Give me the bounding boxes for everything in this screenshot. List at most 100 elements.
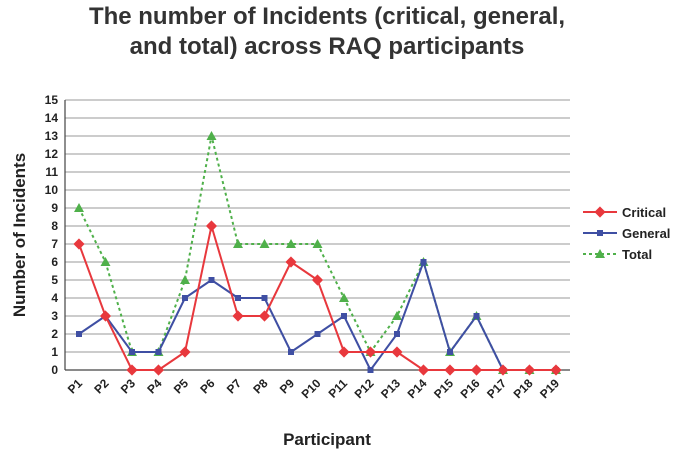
x-tick-label-p13: P13 [378, 376, 403, 401]
y-tick-label-12: 12 [45, 147, 59, 161]
x-tick-label-p14: P14 [405, 376, 430, 401]
point-critical-p4 [152, 364, 165, 376]
y-tick-label-15: 15 [45, 93, 59, 107]
point-total-p7 [233, 239, 243, 248]
y-tick-label-11: 11 [45, 165, 58, 179]
point-general-p16 [473, 313, 480, 319]
legend: Critical General Total [583, 205, 670, 262]
x-tick-label-p7: P7 [224, 376, 245, 397]
point-critical-p6 [205, 220, 218, 232]
x-tick-label-p8: P8 [250, 376, 271, 397]
y-tick-label-1: 1 [51, 345, 58, 359]
point-total-p8 [259, 239, 270, 248]
point-general-p3 [129, 349, 135, 355]
point-general-p5 [182, 295, 188, 301]
legend-marker-general [597, 230, 603, 236]
point-total-p10 [312, 239, 323, 248]
x-tick-label-p19: P19 [537, 376, 562, 401]
point-general-p4 [155, 349, 162, 355]
gridlines [65, 99, 570, 371]
point-total-p11 [339, 293, 349, 302]
y-tick-label-4: 4 [51, 291, 58, 305]
legend-marker-total [595, 249, 605, 258]
x-tick-label-p18: P18 [511, 376, 536, 401]
point-general-p1 [76, 331, 82, 337]
legend-item-critical: Critical [583, 205, 666, 220]
x-tick-label-p10: P10 [299, 376, 324, 401]
point-total-p9 [286, 239, 296, 248]
series-critical [73, 220, 562, 376]
point-general-p14 [420, 259, 427, 265]
point-total-p13 [392, 311, 402, 320]
y-tick-label-9: 9 [51, 201, 58, 215]
legend-item-total: Total [583, 247, 652, 262]
x-tick-label-p15: P15 [431, 376, 456, 401]
point-critical-p2 [99, 310, 112, 322]
x-tick-label-p3: P3 [118, 376, 139, 397]
chart-title-line-1: The number of Incidents (critical, gener… [89, 3, 565, 30]
point-critical-p14 [417, 364, 430, 376]
chart-title-line-2: and total) across RAQ participants [130, 33, 525, 60]
point-general-p12 [367, 367, 374, 373]
x-tick-label-p5: P5 [171, 376, 192, 397]
point-critical-p18 [523, 364, 536, 376]
y-tick-label-5: 5 [51, 273, 58, 287]
y-tick-label-6: 6 [51, 255, 58, 269]
point-general-p7 [235, 295, 241, 301]
point-critical-p1 [73, 238, 85, 250]
point-critical-p5 [179, 346, 191, 358]
legend-label-critical: Critical [622, 205, 666, 220]
y-tick-label-14: 14 [45, 111, 59, 125]
x-tick-label-p17: P17 [484, 376, 509, 401]
x-tick-label-p6: P6 [197, 376, 218, 397]
point-general-p8 [261, 295, 268, 301]
x-tick-label-p2: P2 [91, 376, 112, 397]
point-general-p15 [447, 349, 453, 355]
point-total-p6 [206, 131, 217, 140]
point-critical-p13 [391, 346, 403, 358]
legend-label-total: Total [622, 247, 652, 262]
y-tick-label-7: 7 [51, 237, 58, 251]
y-tick-label-3: 3 [51, 309, 58, 323]
point-critical-p10 [311, 274, 324, 286]
x-tick-label-p1: P1 [65, 376, 86, 397]
y-tick-label-8: 8 [51, 219, 58, 233]
y-axis-title: Number of Incidents [10, 153, 29, 317]
series [73, 131, 562, 376]
point-critical-p12 [364, 346, 377, 358]
point-general-p13 [394, 331, 400, 337]
point-total-p5 [180, 275, 190, 284]
point-general-p9 [288, 349, 294, 355]
x-tick-label-p11: P11 [326, 376, 351, 401]
x-axis-title: Participant [283, 430, 371, 449]
legend-label-general: General [622, 226, 670, 241]
y-tick-label-13: 13 [45, 129, 59, 143]
point-critical-p3 [126, 364, 138, 376]
point-critical-p17 [497, 364, 509, 376]
point-critical-p11 [338, 346, 350, 358]
x-tick-label-p9: P9 [277, 376, 298, 397]
point-general-p6 [208, 277, 215, 283]
point-critical-p8 [258, 310, 271, 322]
legend-marker-critical [594, 206, 606, 218]
legend-item-general: General [583, 226, 670, 241]
x-tick-label-p12: P12 [352, 376, 377, 401]
x-tick-label-p4: P4 [144, 376, 165, 397]
point-total-p2 [100, 257, 111, 266]
point-critical-p9 [285, 256, 297, 268]
point-critical-p16 [470, 364, 483, 376]
point-critical-p15 [444, 364, 456, 376]
point-critical-p7 [232, 310, 244, 322]
point-general-p11 [341, 313, 347, 319]
y-tick-label-0: 0 [51, 363, 58, 377]
x-tick-label-p16: P16 [458, 376, 483, 401]
y-tick-label-10: 10 [45, 183, 59, 197]
point-total-p1 [74, 203, 84, 212]
y-tick-label-2: 2 [51, 327, 58, 341]
axes [64, 100, 570, 371]
point-general-p10 [314, 331, 321, 337]
point-critical-p19 [550, 364, 562, 376]
x-tick-labels: P1 P2 P3 P4 P5 P6 P7 P8 P9 P10 P11 P12 P13 P14 P15 P16 P… [65, 376, 563, 401]
